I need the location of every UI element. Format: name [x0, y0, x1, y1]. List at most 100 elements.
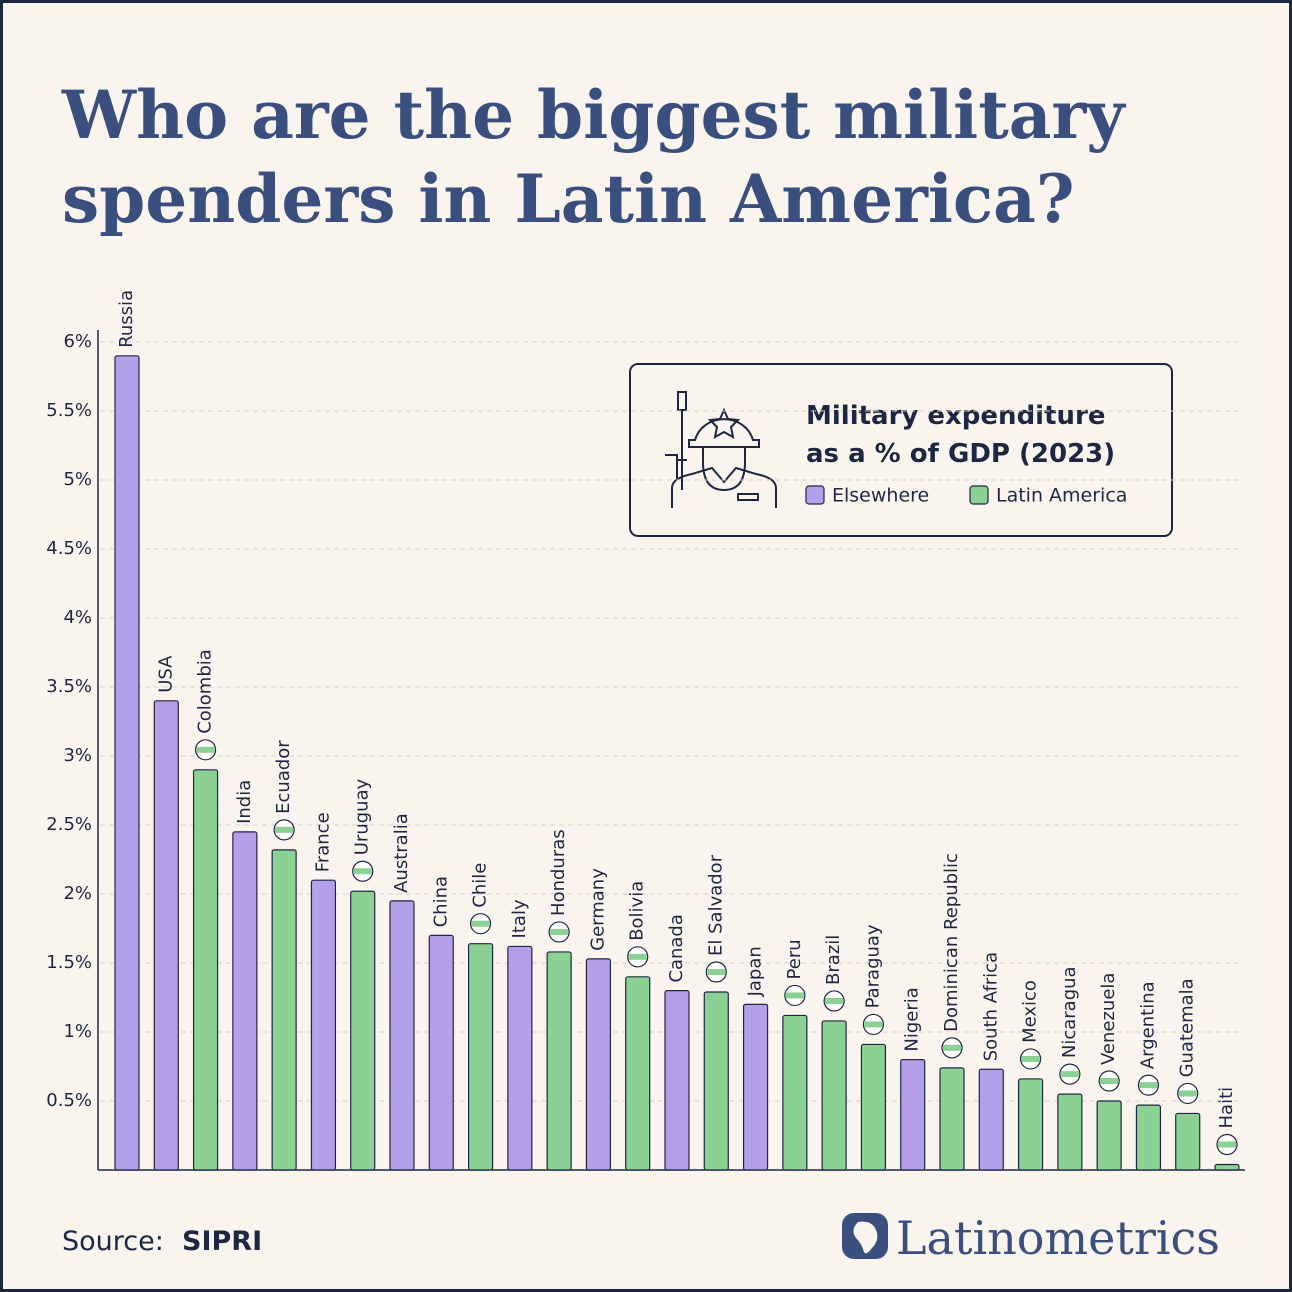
legend-title: as a % of GDP (2023): [806, 439, 1115, 469]
category-label: Colombia: [195, 649, 216, 734]
bar: [1096, 1100, 1122, 1171]
brand: Latinometrics: [896, 1211, 1220, 1265]
flag-stripe: [1178, 1090, 1197, 1097]
bar: [271, 849, 297, 1171]
category-label: Brazil: [823, 935, 844, 985]
legend-title: Military expenditure: [806, 401, 1105, 431]
bar: [350, 890, 376, 1171]
flag-stripe: [1218, 1141, 1236, 1148]
y-tick-label: 2%: [63, 883, 92, 904]
y-tick-label: 1%: [63, 1021, 92, 1042]
bar: [507, 945, 533, 1171]
flag-stripe: [1060, 1071, 1079, 1078]
bar: [1135, 1104, 1162, 1171]
y-tick-label: 2.5%: [46, 814, 92, 835]
bar: [1175, 1112, 1201, 1171]
bar: [192, 769, 219, 1171]
flag-stripe: [825, 997, 844, 1004]
bar: [860, 1043, 887, 1171]
category-label: Russia: [116, 290, 137, 348]
category-label: Uruguay: [352, 778, 373, 855]
bar: [782, 1014, 808, 1171]
bar: [585, 958, 612, 1171]
flag-stripe: [1100, 1078, 1119, 1084]
bar: [546, 951, 572, 1171]
category-label: Mexico: [1020, 980, 1041, 1043]
bar: [703, 991, 729, 1171]
flag-stripe: [785, 992, 804, 999]
flag-stripe: [275, 826, 294, 833]
bar: [625, 976, 651, 1171]
category-label: Italy: [509, 899, 530, 938]
y-tick-label: 4%: [63, 607, 92, 628]
category-label: Canada: [666, 914, 687, 983]
category-label: Venezuela: [1098, 973, 1119, 1065]
category-label: Australia: [391, 813, 412, 893]
soldier-icon: [665, 391, 777, 508]
category-label: South Africa: [980, 952, 1001, 1061]
y-tick-label: 5%: [63, 469, 92, 490]
category-label: Nigeria: [902, 987, 923, 1051]
flag-stripe: [628, 953, 647, 960]
bar: [428, 934, 454, 1171]
flag-stripe: [1139, 1082, 1158, 1089]
bar: [978, 1068, 1004, 1171]
flag-stripe: [707, 968, 726, 975]
source-label: Source:: [62, 1226, 164, 1257]
category-label: Dominican Republic: [941, 853, 962, 1032]
y-tick-label: 4.5%: [46, 538, 92, 559]
y-tick-label: 3.5%: [46, 676, 92, 697]
category-label: Peru: [784, 939, 805, 979]
category-label: Paraguay: [862, 924, 883, 1008]
bar: [939, 1067, 965, 1171]
category-label: Germany: [587, 868, 608, 951]
bar: [900, 1058, 926, 1171]
category-label: Guatemala: [1177, 978, 1198, 1077]
category-label: Haiti: [1216, 1087, 1237, 1129]
chart-title: spenders in Latin America?: [62, 160, 1075, 238]
bar: [114, 355, 140, 1171]
category-label: El Salvador: [705, 854, 726, 956]
category-label: China: [430, 876, 451, 927]
bar: [153, 700, 179, 1171]
y-tick-label: 5.5%: [46, 400, 92, 421]
category-label: France: [312, 812, 333, 872]
category-label: Bolivia: [627, 881, 648, 941]
bar: [310, 879, 337, 1171]
category-label: India: [234, 780, 255, 824]
y-tick-label: 6%: [63, 331, 92, 352]
legend-swatch: [805, 485, 825, 505]
bar: [1017, 1078, 1044, 1171]
category-label: Chile: [470, 863, 491, 908]
bar: [1057, 1093, 1083, 1171]
brand-logo: [842, 1213, 888, 1259]
legend-label: Elsewhere: [832, 485, 929, 507]
flag-stripe: [550, 928, 569, 935]
flag-stripe: [353, 868, 372, 875]
legend-box: [629, 363, 1173, 537]
category-label: Ecuador: [273, 740, 294, 814]
category-label: Nicaragua: [1059, 966, 1080, 1058]
flag-stripe: [1021, 1055, 1040, 1062]
bar: [742, 1003, 769, 1171]
flag-stripe: [471, 920, 490, 927]
flag-stripe: [196, 746, 215, 753]
bar: [664, 989, 690, 1171]
bar: [1214, 1163, 1240, 1171]
category-label: Honduras: [548, 829, 569, 916]
chart-title: Who are the biggest military: [61, 76, 1126, 154]
legend-label: Latin America: [996, 485, 1127, 507]
y-tick-label: 1.5%: [46, 952, 92, 973]
category-label: Argentina: [1137, 981, 1158, 1069]
category-label: USA: [155, 655, 176, 693]
source: SIPRI: [182, 1226, 262, 1257]
flag-stripe: [943, 1044, 961, 1051]
legend-swatch: [969, 485, 989, 505]
flag-stripe: [864, 1021, 883, 1028]
category-label: Japan: [745, 946, 766, 997]
y-tick-label: 3%: [63, 745, 92, 766]
bar: [821, 1020, 847, 1171]
bar: [467, 943, 494, 1171]
bar: [389, 900, 415, 1171]
